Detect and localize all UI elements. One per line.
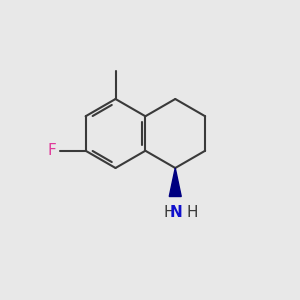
Polygon shape (169, 168, 181, 197)
Text: H: H (187, 206, 198, 220)
Text: F: F (47, 143, 56, 158)
Text: H: H (164, 206, 175, 220)
Text: N: N (170, 206, 182, 220)
